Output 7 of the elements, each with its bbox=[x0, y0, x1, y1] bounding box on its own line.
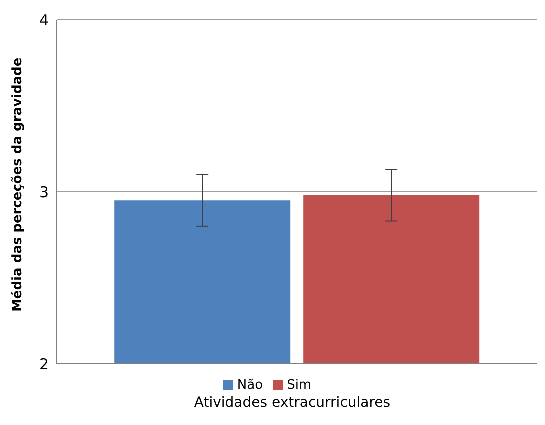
y-tick-label: 4 bbox=[39, 11, 49, 30]
y-tick-label: 2 bbox=[39, 355, 49, 374]
legend-label: Sim bbox=[287, 378, 312, 393]
legend-label: Não bbox=[237, 378, 264, 393]
y-tick-label: 3 bbox=[39, 183, 49, 202]
y-axis-title: Média das perceções da gravidade bbox=[10, 58, 26, 312]
x-axis-title: Atividades extracurriculares bbox=[193, 395, 392, 411]
